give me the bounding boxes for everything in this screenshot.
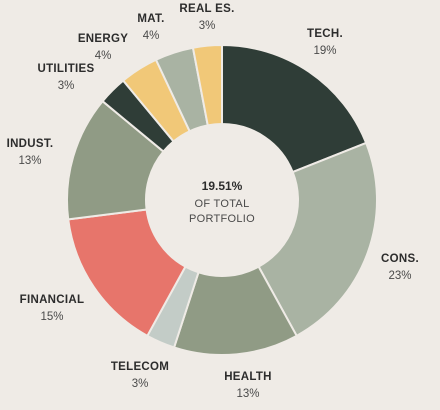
- slice-label-name: REAL ES.: [179, 3, 234, 15]
- slice-label-value: 19%: [313, 45, 336, 57]
- slice-label-value: 3%: [199, 20, 216, 32]
- slice-label-name: FINANCIAL: [20, 294, 85, 306]
- slice-label-name: TELECOM: [111, 361, 169, 373]
- slice-label-name: HEALTH: [224, 371, 272, 383]
- slice-label-value: 4%: [95, 50, 112, 62]
- slice-tech: [221, 43, 368, 174]
- slice-label-value: 3%: [132, 378, 149, 390]
- slices-layer: [66, 43, 378, 356]
- slice-label-value: 15%: [40, 311, 63, 323]
- slice-label-value: 4%: [143, 30, 160, 42]
- slice-label-value: 3%: [58, 80, 75, 92]
- slice-label-name: TECH.: [307, 28, 343, 40]
- slice-real-es: [191, 43, 223, 127]
- slice-label-value: 13%: [18, 155, 41, 167]
- slice-label-name: INDUST.: [7, 138, 54, 150]
- center-percentage: 19.51%: [202, 179, 243, 193]
- slice-label-name: UTILITIES: [37, 63, 94, 75]
- slice-financial: [67, 208, 187, 338]
- slice-label-value: 23%: [388, 270, 411, 282]
- center-line-2: PORTFOLIO: [189, 213, 255, 225]
- slice-cons: [257, 141, 378, 338]
- labels-layer: TECH. 19% CONS. 23% HEALTH 13% TELECOM 3% FINANC…: [7, 3, 419, 400]
- slice-label-name: ENERGY: [78, 33, 128, 45]
- slice-label-value: 13%: [236, 388, 259, 400]
- slice-label-name: MAT.: [137, 13, 164, 25]
- slice-label-name: CONS.: [381, 253, 419, 265]
- center-line-1: OF TOTAL: [195, 198, 250, 210]
- center-label: 19.51% OF TOTAL PORTFOLIO: [189, 179, 255, 225]
